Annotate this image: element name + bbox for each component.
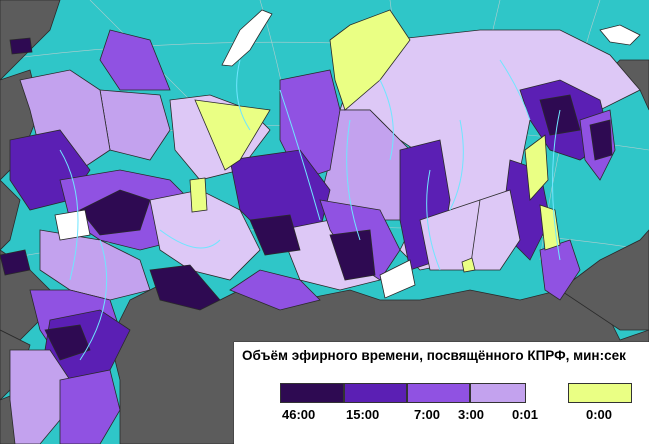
legend-swatch-46 xyxy=(280,383,344,403)
regions-no-data xyxy=(54,209,416,299)
legend-label-3: 3:00 xyxy=(458,407,485,422)
regions-top-value xyxy=(0,37,613,361)
legend-swatch-7 xyxy=(407,383,470,403)
legend-title: Объём эфирного времени, посвящённого КПР… xyxy=(242,348,626,363)
legend: Объём эфирного времени, посвящённого КПР… xyxy=(234,342,649,444)
rivers xyxy=(59,59,561,361)
legend-label-7: 7:00 xyxy=(414,407,441,422)
legend-label-0-00: 0:00 xyxy=(586,407,613,422)
regions-zero-value xyxy=(189,9,561,273)
legend-label-46: 46:00 xyxy=(282,407,316,422)
legend-swatch-15 xyxy=(344,383,407,403)
legend-label-0-01: 0:01 xyxy=(512,407,539,422)
legend-swatch-3 xyxy=(470,383,526,403)
legend-swatch-0-01 xyxy=(568,383,632,403)
legend-label-15: 15:00 xyxy=(346,407,380,422)
ice xyxy=(221,9,641,67)
